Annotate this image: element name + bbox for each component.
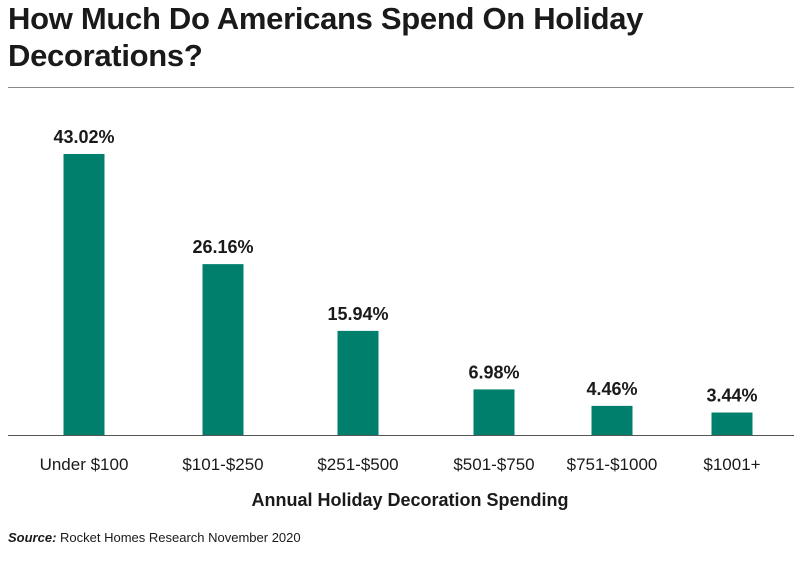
bar-value-label-2: 15.94% xyxy=(327,304,388,324)
bar-2 xyxy=(337,330,379,435)
value-labels-group: 43.02% 26.16% 15.94% 6.98% 4.46% 3.44% xyxy=(53,127,757,406)
x-tick-label-1: $101-$250 xyxy=(182,455,263,474)
x-tick-label-2: $251-$500 xyxy=(317,455,398,474)
source-key: Source: xyxy=(8,530,57,545)
x-tick-label-0: Under $100 xyxy=(40,455,129,474)
bar-5 xyxy=(711,412,753,435)
bar-value-label-5: 3.44% xyxy=(706,386,757,406)
x-tick-label-5: $1001+ xyxy=(703,455,760,474)
bar-value-label-1: 26.16% xyxy=(192,237,253,257)
bar-4 xyxy=(591,405,633,435)
x-tick-labels-group: Under $100 $101-$250 $251-$500 $501-$750 $75… xyxy=(40,455,761,474)
bar-3 xyxy=(473,389,515,435)
bar-chart: 43.02% 26.16% 15.94% 6.98% 4.46% 3.44% Under … xyxy=(8,127,794,510)
bar-value-label-3: 6.98% xyxy=(468,362,519,382)
bars-group xyxy=(63,154,753,435)
x-axis-title: Annual Holiday Decoration Spending xyxy=(251,490,568,510)
bar-1 xyxy=(202,264,244,435)
source-note: Source: Rocket Homes Research November 2… xyxy=(8,530,301,545)
x-tick-label-4: $751-$1000 xyxy=(567,455,658,474)
chart-title: How Much Do Americans Spend On Holiday D… xyxy=(8,1,644,73)
bar-value-label-0: 43.02% xyxy=(53,127,114,147)
source-text: Rocket Homes Research November 2020 xyxy=(56,530,301,545)
x-tick-label-3: $501-$750 xyxy=(453,455,534,474)
title-divider xyxy=(8,87,794,88)
bar-0 xyxy=(63,154,105,435)
bar-value-label-4: 4.46% xyxy=(586,379,637,399)
